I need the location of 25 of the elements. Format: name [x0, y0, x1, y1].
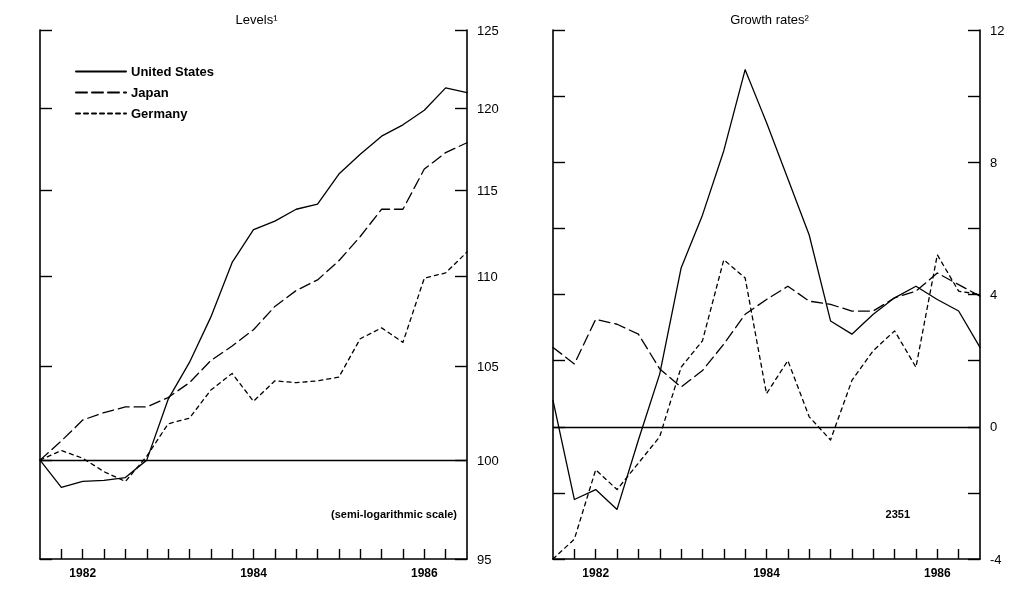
annotation: (semi-logarithmic scale)	[331, 507, 458, 520]
y-tick-label: 110	[477, 268, 498, 284]
x-tick-label: 1984	[753, 566, 781, 580]
y-tick-label: 100	[477, 452, 499, 468]
annotation: 2351	[885, 507, 911, 520]
x-tick-label: 1984	[240, 566, 268, 580]
y-tick-label: 8	[990, 154, 998, 170]
y-tick-label: 120	[477, 101, 499, 117]
y-tick-label: 95	[477, 551, 492, 567]
x-tick-label: 1982	[582, 566, 610, 580]
y-tick-label: 105	[477, 358, 499, 374]
y-tick-label: -4	[990, 551, 1002, 567]
x-tick-label: 1986	[923, 566, 951, 580]
x-tick-label: 1982	[69, 566, 97, 580]
chart-title: Levels¹	[235, 12, 279, 27]
y-tick-label: 125	[477, 22, 499, 38]
chart-title: Growth rates²	[730, 12, 810, 27]
x-tick-label: 1986	[410, 566, 438, 580]
legend-label: Japan	[131, 85, 169, 100]
y-tick-label: 0	[990, 419, 998, 435]
y-tick-label: 115	[477, 183, 498, 199]
legend-label: Germany	[131, 106, 189, 121]
y-tick-label: 4	[990, 287, 998, 302]
legend-label: United States	[131, 64, 215, 79]
y-tick-label: 12	[990, 22, 1005, 38]
